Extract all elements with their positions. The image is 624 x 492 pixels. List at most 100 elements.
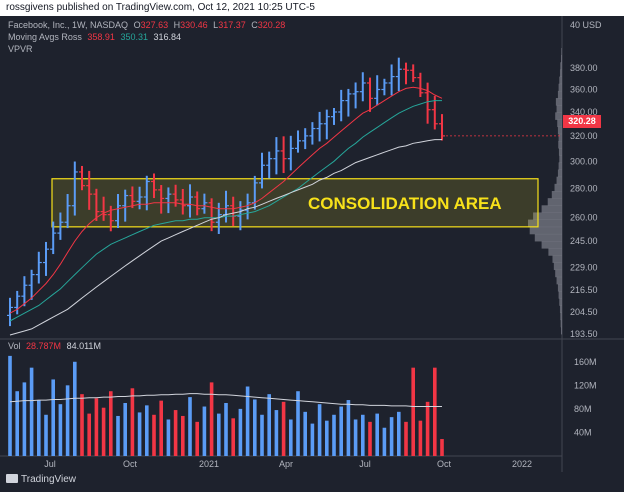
- volume-bar: [116, 415, 120, 456]
- volume-bar: [231, 418, 235, 456]
- vpvr-row: [558, 162, 562, 170]
- open-value: 327.63: [140, 20, 169, 30]
- price-tick-label: 260.00: [570, 213, 598, 223]
- volume-bar: [325, 420, 329, 456]
- vpvr-label: VPVR: [8, 44, 33, 54]
- volume-bar: [58, 404, 63, 456]
- ma-mid-line: [9, 100, 442, 322]
- vpvr-row: [559, 305, 562, 313]
- volume-bar: [188, 397, 192, 456]
- price-tick-label: 40 USD: [570, 20, 602, 30]
- vpvr-row: [548, 248, 562, 256]
- volume-bar: [65, 385, 70, 456]
- vpvr-row: [559, 76, 562, 85]
- volume-bar: [224, 403, 228, 456]
- price-tick-label: 193.50: [570, 329, 598, 339]
- vpvr-row: [554, 183, 562, 192]
- volume-bar: [296, 391, 300, 456]
- vpvr-row: [560, 326, 562, 335]
- ma2-value: 350.31: [120, 32, 148, 42]
- volume-bar: [433, 367, 437, 456]
- volume-bar: [181, 415, 185, 456]
- vpvr-row: [560, 319, 562, 328]
- tradingview-icon: [6, 474, 18, 483]
- price-tick-label: 340.00: [570, 107, 598, 117]
- low-value: 317.37: [218, 20, 246, 30]
- price-tick-label: 280.00: [570, 183, 598, 193]
- time-tick-label: Apr: [279, 459, 293, 469]
- last-price-tag: 320.28: [563, 115, 601, 128]
- volume-bar: [202, 406, 207, 456]
- volume-bar: [404, 421, 408, 456]
- vpvr-row: [541, 241, 562, 249]
- volume-bar: [209, 382, 214, 456]
- vpvr-row: [559, 298, 562, 306]
- vpvr-row: [556, 105, 562, 113]
- volume-bar: [37, 400, 41, 456]
- volume-bar: [310, 423, 315, 456]
- volume-bar: [389, 417, 394, 456]
- ma1-value: 358.91: [87, 32, 115, 42]
- vpvr-row: [560, 62, 562, 70]
- vpvr-row: [556, 276, 562, 285]
- vol-label: Vol: [8, 341, 21, 351]
- volume-tick-label: 40M: [574, 427, 592, 437]
- chart-area[interactable]: 40 USD 380.00 360.00 340.00 320.00 300.00 280.…: [0, 16, 624, 492]
- volume-bar: [253, 399, 257, 456]
- vpvr-row: [557, 119, 562, 128]
- volume-bar: [317, 404, 322, 456]
- volume-ma-line: [9, 393, 442, 407]
- volume-bar: [238, 408, 243, 456]
- vpvr-row: [558, 133, 562, 142]
- price-tick-label: 216.50: [570, 285, 598, 295]
- volume-bar: [137, 412, 142, 456]
- vpvr-row: [559, 69, 562, 77]
- volume-bar: [94, 398, 99, 456]
- vpvr-row: [555, 98, 562, 106]
- vpvr-row: [559, 155, 562, 163]
- vpvr-row: [528, 219, 562, 228]
- tradingview-label: TradingView: [21, 474, 77, 485]
- volume-bar: [382, 427, 387, 456]
- volume-bar: [267, 394, 271, 456]
- price-tick-label: 229.00: [570, 263, 598, 273]
- vpvr-row: [534, 233, 562, 242]
- time-tick-label: Jul: [44, 459, 56, 469]
- volume-bar: [80, 394, 84, 456]
- symbol-legend: Facebook, Inc., 1W, NASDAQ O327.63 H330.…: [8, 20, 286, 30]
- volume-tick-label: 120M: [574, 380, 597, 390]
- volume-bar: [130, 388, 135, 456]
- volume-bar: [353, 419, 358, 456]
- volume-bar: [260, 414, 264, 456]
- tradingview-logo[interactable]: TradingView: [6, 474, 76, 485]
- vpvr-row: [556, 176, 562, 185]
- volume-bar: [440, 439, 444, 456]
- vpvr-row: [557, 283, 562, 292]
- volume-bar: [303, 411, 307, 456]
- volume-bar: [101, 407, 106, 456]
- vpvr-row: [551, 191, 562, 199]
- volume-bar: [109, 391, 113, 456]
- vpvr-row: [547, 198, 562, 206]
- volume-bar: [411, 367, 415, 456]
- publisher-text: rossgivens published on TradingView.com,…: [6, 2, 315, 13]
- symbol-name: Facebook, Inc., 1W, NASDAQ: [8, 20, 129, 30]
- volume-bar: [87, 413, 91, 456]
- volume-bar: [152, 414, 156, 456]
- time-tick-label: 2022: [512, 459, 532, 469]
- vol-legend: Vol 28.787M 84.011M: [8, 341, 101, 351]
- ma-legend: Moving Avgs Ross 358.91 350.31 316.84: [8, 32, 181, 42]
- volume-bar: [145, 405, 149, 456]
- vpvr-row: [533, 212, 562, 220]
- ma-fast-line: [9, 86, 443, 314]
- volume-bar: [15, 391, 19, 456]
- volume-bar: [173, 410, 178, 456]
- volume-bar: [375, 413, 379, 456]
- volume-bar: [425, 401, 430, 456]
- ma-label: Moving Avgs Ross: [8, 32, 82, 42]
- vpvr-row: [555, 112, 562, 120]
- time-tick-label: 2021: [199, 459, 219, 469]
- price-tick-label: 300.00: [570, 156, 598, 166]
- vpvr-row: [558, 291, 562, 299]
- vpvr-row: [553, 262, 562, 271]
